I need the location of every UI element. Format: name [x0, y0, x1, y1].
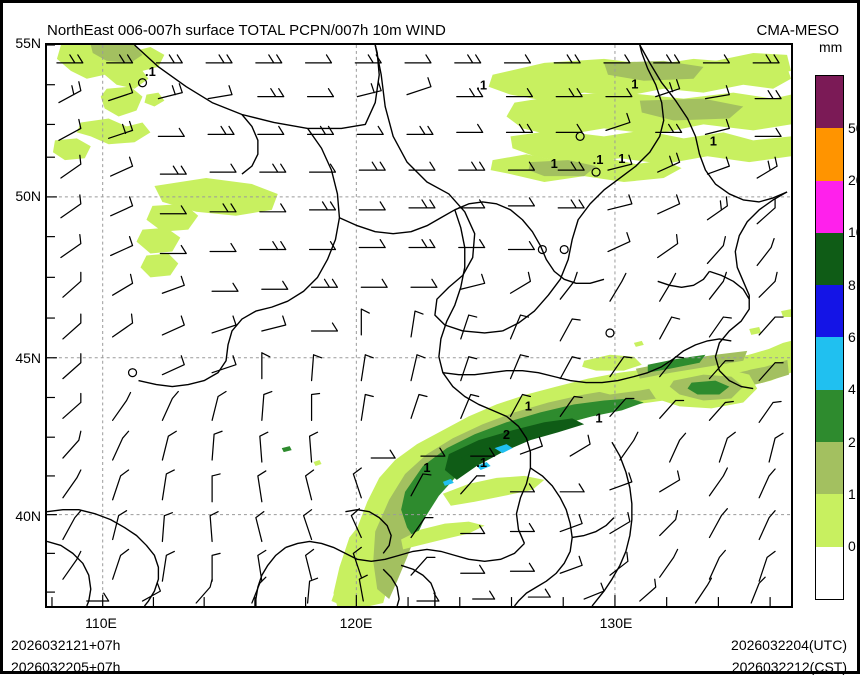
colorbar-band-below-0.1 [816, 546, 843, 599]
contour-label: .1 [476, 455, 487, 470]
colorbar-tick-50: 50 [848, 120, 860, 136]
xtick-120e: 120E [339, 615, 373, 631]
contour-label: 1 [595, 410, 602, 425]
valid-time-utc: 2026032204(UTC) [731, 637, 847, 653]
lat-lon-gridlines [47, 45, 791, 606]
colorbar-tick-0.1: 0.1 [848, 538, 860, 554]
colorbar-band-8-10 [816, 232, 843, 286]
map-canvas: .1 .1 .1 1 1 1 1 1 2 1 .1 1 [47, 45, 791, 606]
colorbar-tick-20: 20 [848, 172, 860, 188]
contour-label: 2 [503, 427, 510, 442]
init-time-1: 2026032121+07h [11, 637, 121, 653]
contour-labels: .1 .1 .1 1 1 1 1 1 2 1 .1 1 [145, 64, 717, 475]
init-time-2: 2026032205+07h [11, 659, 121, 675]
weather-map[interactable]: .1 .1 .1 1 1 1 1 1 2 1 .1 1 [45, 43, 793, 608]
contour-label: 1 [551, 156, 558, 171]
contour-label: .1 [145, 64, 156, 79]
colorbar-band-20-50 [816, 128, 843, 181]
colorbar-band-0.1-1 [816, 494, 843, 547]
colorbar-unit-label: mm [819, 39, 843, 55]
precip-colorbar[interactable] [815, 75, 844, 600]
colorbar-band-50plus [816, 76, 843, 129]
contour-label: 1 [525, 398, 532, 413]
colorbar-band-2-4 [816, 389, 843, 443]
colorbar-tick-1: 1 [848, 486, 856, 502]
colorbar-tick-10: 10 [848, 224, 860, 240]
contour-label: 1 [631, 77, 638, 92]
colorbar-tick-2: 2 [848, 434, 856, 450]
xtick-130e: 130E [599, 615, 633, 631]
axis-ticks [47, 45, 771, 606]
colorbar-tick-4: 4 [848, 381, 856, 397]
colorbar-band-1-2 [816, 442, 843, 495]
colorbar-tick-8: 8 [848, 277, 856, 293]
contour-label: 1 [618, 151, 625, 166]
contour-label: 1 [423, 460, 430, 475]
model-label: CMA-MESO [756, 22, 840, 39]
page-title: NorthEast 006-007h surface TOTAL PCPN/00… [47, 22, 446, 39]
ytick-45n: 45N [15, 350, 41, 366]
ytick-40n: 40N [15, 508, 41, 524]
contour-label: .1 [476, 78, 487, 93]
valid-time-cst: 2026032212(CST) [731, 659, 847, 675]
ytick-55n: 55N [15, 35, 41, 51]
ytick-50n: 50N [15, 188, 41, 204]
colorbar-band-4-6 [816, 337, 843, 390]
contour-label: .1 [593, 152, 604, 167]
xtick-110e: 110E [85, 615, 117, 631]
colorbar-band-10-20 [816, 180, 843, 233]
contour-label: 1 [710, 133, 717, 148]
colorbar-band-6-8 [816, 285, 843, 338]
colorbar-tick-6: 6 [848, 329, 856, 345]
wind-barbs [56, 54, 784, 604]
